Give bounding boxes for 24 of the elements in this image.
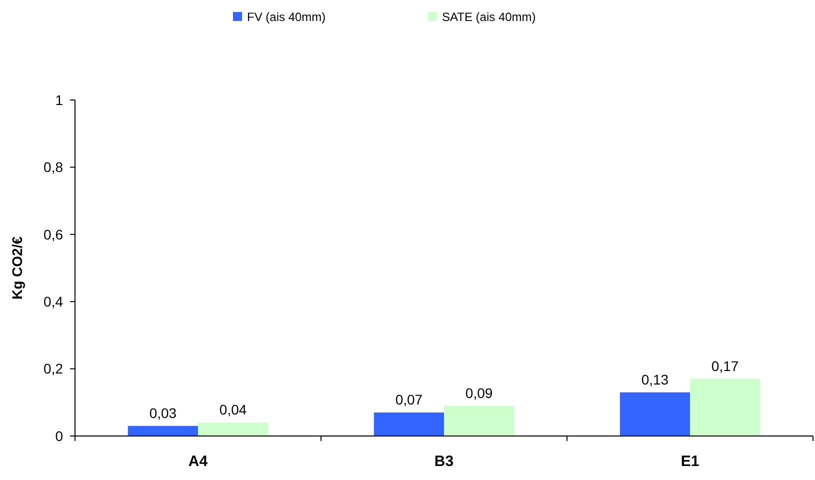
x-tick-label: E1 [680,453,700,470]
data-label: 0,13 [641,371,669,388]
data-label: 0,04 [219,402,247,418]
legend-label: FV (ais 40mm) [247,10,326,24]
y-tick-label: 0,8 [44,159,64,176]
data-label: 0,09 [465,384,493,401]
legend-label: SATE (ais 40mm) [442,10,536,24]
data-label: 0,17 [711,358,739,374]
y-tick-label: 0,4 [44,294,64,310]
x-tick-label: A4 [188,453,208,470]
y-tick-label: 0 [55,428,64,444]
x-tick-label: B3 [434,453,454,470]
y-axis-title: Kg CO2/€ [9,236,25,300]
y-tick-label: 0,2 [44,360,64,377]
bar [444,406,514,436]
y-tick-label: 0,6 [44,226,64,242]
bar [198,422,268,436]
data-label: 0,03 [149,404,177,421]
y-tick-label: 1 [55,92,64,108]
bar [690,378,760,436]
bar [128,426,198,436]
bar [620,392,690,436]
data-label: 0,07 [395,391,423,408]
bar [374,412,444,436]
